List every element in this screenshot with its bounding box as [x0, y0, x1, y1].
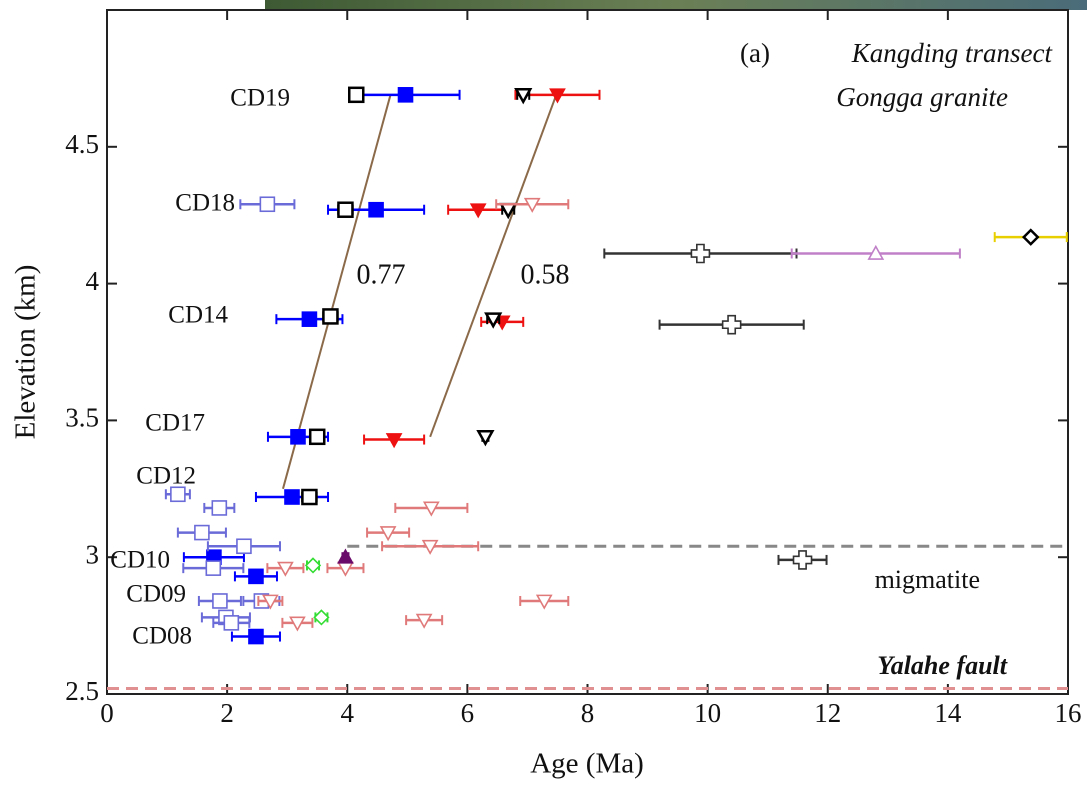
data-point	[259, 196, 276, 213]
data-point	[289, 616, 306, 632]
reference-label: migmatite	[875, 565, 980, 594]
data-point	[535, 594, 553, 610]
data-point	[690, 243, 711, 264]
map-strip	[265, 0, 1087, 10]
x-tick-label: 16	[1055, 698, 1082, 728]
data-point	[170, 486, 186, 503]
data-point	[313, 609, 330, 626]
plot-frame	[106, 9, 1069, 695]
data-point	[476, 429, 495, 447]
y-tick-label: 4	[86, 266, 100, 296]
data-point	[337, 201, 354, 218]
title: Kangding transect	[851, 38, 1054, 68]
reference-label: Yalahe fault	[877, 651, 1008, 680]
data-point	[385, 433, 403, 449]
data-point	[514, 87, 533, 105]
sample-label: CD12	[136, 463, 196, 490]
sample-label: CD08	[132, 623, 192, 650]
data-point	[421, 539, 439, 555]
data-point	[379, 526, 397, 542]
data-point	[337, 548, 354, 564]
data-point	[223, 615, 240, 631]
data-point	[248, 628, 264, 645]
data-point	[368, 201, 384, 218]
data-point	[301, 488, 318, 506]
x-tick-label: 4	[341, 698, 355, 728]
data-point	[212, 593, 228, 609]
data-point	[422, 501, 440, 517]
data-point	[277, 561, 294, 577]
x-tick-label: 12	[814, 698, 841, 728]
data-point	[304, 557, 322, 574]
data-point	[301, 311, 318, 327]
slope-label: 0.58	[521, 259, 570, 290]
data-point	[469, 203, 487, 219]
data-point	[867, 244, 885, 260]
data-point	[721, 314, 742, 335]
data-point	[348, 86, 365, 104]
data-point	[792, 550, 813, 570]
data-point	[236, 538, 252, 555]
data-point	[284, 489, 300, 505]
sample-label: CD09	[126, 581, 186, 608]
data-point	[415, 613, 433, 629]
data-point	[248, 568, 264, 585]
data-point	[1021, 228, 1040, 246]
data-point	[262, 594, 279, 610]
data-point	[397, 87, 414, 103]
data-point	[523, 197, 541, 213]
data-point	[322, 308, 339, 325]
x-tick-label: 14	[934, 698, 962, 728]
y-tick-label: 3	[86, 539, 100, 569]
x-tick-label: 6	[461, 698, 475, 728]
x-axis-label: Age (Ma)	[530, 748, 644, 780]
x-tick-label: 0	[100, 698, 114, 728]
data-point	[211, 500, 228, 516]
x-tick-label: 2	[220, 698, 234, 728]
subtitle: Gongga granite	[836, 82, 1008, 112]
panel-label: (a)	[740, 38, 770, 68]
sample-label: CD10	[110, 547, 170, 574]
data-point	[205, 560, 222, 576]
fit-line	[282, 94, 392, 490]
data-point	[549, 88, 566, 104]
slope-label: 0.77	[357, 259, 406, 290]
y-tick-label: 4.5	[65, 129, 99, 159]
data-point	[194, 524, 210, 541]
sample-label: CD17	[145, 410, 205, 437]
fit-line	[429, 94, 558, 438]
y-tick-label: 3.5	[65, 403, 99, 433]
x-tick-label: 8	[581, 698, 595, 728]
data-point	[290, 429, 306, 445]
sample-label: CD19	[230, 85, 290, 112]
sample-label: CD18	[175, 190, 235, 217]
x-tick-label: 10	[694, 698, 721, 728]
y-tick-label: 2.5	[65, 676, 99, 706]
data-point	[484, 312, 503, 329]
data-point	[308, 428, 326, 446]
y-axis-label: Elevation (km)	[10, 265, 42, 440]
sample-label: CD14	[168, 302, 228, 329]
